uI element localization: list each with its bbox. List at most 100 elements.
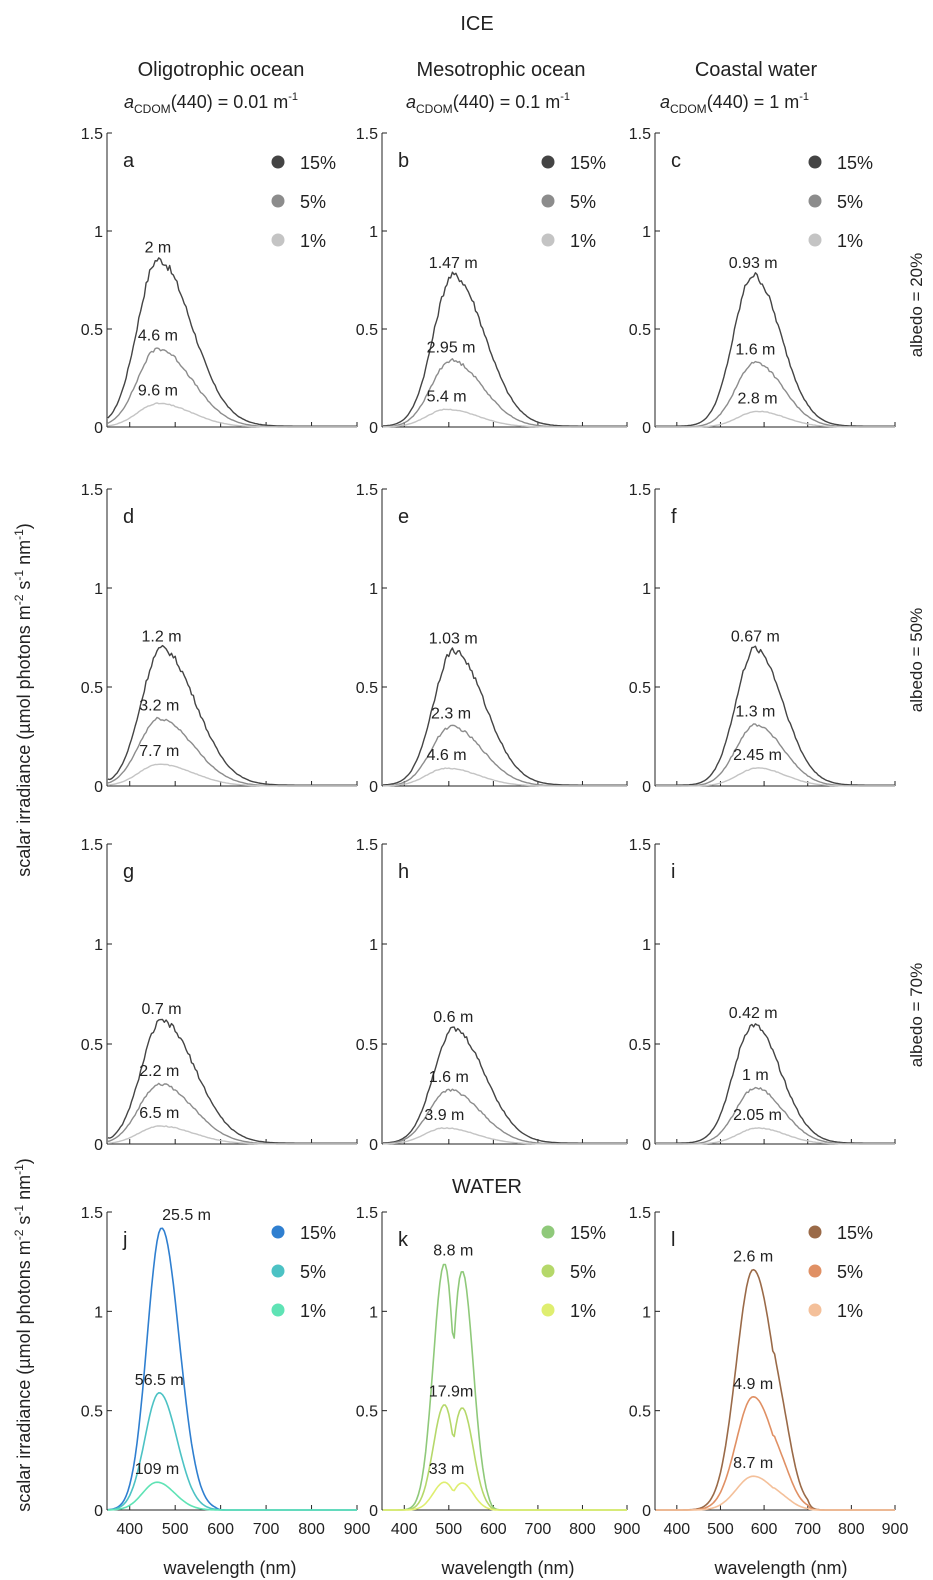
series-line-1pct bbox=[382, 1481, 627, 1511]
column-title-1: Oligotrophic ocean bbox=[138, 59, 305, 81]
legend-marker bbox=[808, 233, 822, 247]
depth-label: 0.6 m bbox=[433, 1009, 473, 1026]
series-line-5pct bbox=[107, 1392, 357, 1511]
panel-f: 0 0.5 1 1.5 f 0.67 m 1.3 m 2.45 m bbox=[629, 482, 896, 796]
y-tick-label: 1 bbox=[369, 1304, 378, 1321]
legend-label: 5% bbox=[837, 1262, 863, 1282]
ylabel-exponent: -2 bbox=[12, 594, 26, 605]
ylabel-exponent: -1 bbox=[12, 529, 26, 540]
legend-label: 5% bbox=[300, 192, 326, 212]
depth-label: 4.9 m bbox=[733, 1376, 773, 1393]
y-tick-label: 0.5 bbox=[629, 1037, 651, 1054]
depth-label: 3.9 m bbox=[424, 1107, 464, 1124]
series-line-1pct bbox=[107, 1481, 357, 1511]
legend-marker bbox=[271, 1264, 285, 1278]
depth-label: 2.3 m bbox=[431, 706, 471, 723]
y-tick-label: 1.5 bbox=[81, 126, 103, 143]
x-axis-label-1: wavelength (nm) bbox=[162, 1558, 296, 1578]
y-tick-label: 1 bbox=[642, 581, 651, 598]
y-tick-label: 0 bbox=[369, 1503, 378, 1520]
depth-label: 2.95 m bbox=[427, 339, 476, 356]
cdom-exponent: -1 bbox=[288, 91, 298, 103]
y-tick-label: 1 bbox=[369, 937, 378, 954]
legend-label: 15% bbox=[300, 1223, 336, 1243]
depth-label: 25.5 m bbox=[162, 1207, 211, 1224]
y-tick-label: 0 bbox=[642, 420, 651, 437]
legend-marker bbox=[541, 194, 555, 208]
series-line-15pct bbox=[655, 272, 895, 427]
series-line-1pct bbox=[382, 767, 627, 787]
legend-label: 1% bbox=[570, 1301, 596, 1321]
ylabel-exponent: -1 bbox=[12, 570, 26, 581]
legend-label: 1% bbox=[837, 1301, 863, 1321]
depth-label: 56.5 m bbox=[135, 1372, 184, 1389]
y-tick-label: 1 bbox=[94, 224, 103, 241]
column-title-3: Coastal water bbox=[695, 59, 818, 81]
x-tick-label: 700 bbox=[794, 1521, 821, 1538]
x-tick-label: 900 bbox=[882, 1521, 909, 1538]
depth-label: 4.6 m bbox=[427, 747, 467, 764]
panel-g: 0 0.5 1 1.5 g 0.7 m 2.2 m 6.5 m bbox=[81, 837, 358, 1154]
depth-label: 2.8 m bbox=[738, 390, 778, 407]
panel-letter: j bbox=[122, 1229, 127, 1251]
cdom-symbol: a bbox=[660, 92, 670, 112]
y-tick-label: 0 bbox=[369, 1137, 378, 1154]
depth-label: 2.45 m bbox=[733, 747, 782, 764]
depth-label: 7.7 m bbox=[139, 743, 179, 760]
depth-label: 6.5 m bbox=[139, 1105, 179, 1122]
series-line-1pct bbox=[107, 1125, 357, 1145]
series-line-15pct bbox=[107, 644, 357, 786]
panel-b: 0 0.5 1 1.5 b 1.47 m 2.95 m 5.4 m 15% 5% 1% bbox=[356, 126, 628, 437]
panel-letter: i bbox=[671, 861, 675, 883]
row-label-albedo-20: albedo = 20% bbox=[907, 253, 926, 357]
panel-l: 0 0.5 1 1.5 400 500 600 700 800 900 l 2.6 m 4.9 m 8.7… bbox=[629, 1205, 909, 1538]
y-tick-label: 0.5 bbox=[629, 322, 651, 339]
y-tick-label: 0 bbox=[642, 779, 651, 796]
x-tick-label: 800 bbox=[298, 1521, 325, 1538]
x-tick-label: 500 bbox=[162, 1521, 189, 1538]
series-line-1pct bbox=[382, 1127, 627, 1145]
y-tick-label: 1.5 bbox=[81, 482, 103, 499]
series-line-15pct bbox=[107, 1018, 357, 1144]
legend-marker bbox=[541, 1225, 555, 1239]
y-tick-label: 0.5 bbox=[81, 680, 103, 697]
legend-marker bbox=[271, 1303, 285, 1317]
panel-letter: b bbox=[398, 150, 409, 172]
y-tick-label: 1 bbox=[369, 581, 378, 598]
series-line-5pct bbox=[655, 1396, 895, 1511]
y-tick-label: 1 bbox=[94, 581, 103, 598]
depth-label: 0.42 m bbox=[729, 1005, 778, 1022]
panel-letter: f bbox=[671, 506, 677, 528]
y-tick-label: 1.5 bbox=[356, 837, 378, 854]
ylabel-part: ) bbox=[14, 1158, 34, 1164]
legend-label: 5% bbox=[300, 1262, 326, 1282]
legend-label: 1% bbox=[300, 1301, 326, 1321]
series-line-15pct bbox=[107, 257, 357, 427]
depth-label: 1.03 m bbox=[429, 630, 478, 647]
x-tick-label: 700 bbox=[525, 1521, 552, 1538]
y-tick-label: 1.5 bbox=[81, 1205, 103, 1222]
ylabel-part: s bbox=[14, 581, 34, 595]
depth-label: 5.4 m bbox=[427, 388, 467, 405]
x-tick-label: 500 bbox=[435, 1521, 462, 1538]
depth-label: 1.3 m bbox=[735, 704, 775, 721]
series-line-5pct bbox=[382, 724, 627, 787]
depth-label: 2 m bbox=[145, 239, 172, 256]
legend-label: 5% bbox=[837, 192, 863, 212]
y-tick-label: 1.5 bbox=[356, 482, 378, 499]
y-axis-label-ice: scalar irradiance (µmol photons m-2 s-1 … bbox=[12, 523, 34, 877]
depth-label: 33 m bbox=[429, 1461, 465, 1478]
x-tick-label: 900 bbox=[614, 1521, 641, 1538]
x-tick-label: 600 bbox=[751, 1521, 778, 1538]
y-tick-label: 1.5 bbox=[356, 126, 378, 143]
legend-label: 1% bbox=[300, 231, 326, 251]
x-tick-label: 400 bbox=[391, 1521, 418, 1538]
series-line-1pct bbox=[107, 402, 357, 428]
ylabel-exponent: -1 bbox=[12, 1164, 26, 1175]
y-tick-label: 0 bbox=[94, 779, 103, 796]
y-tick-label: 0 bbox=[94, 1137, 103, 1154]
x-tick-label: 700 bbox=[253, 1521, 280, 1538]
cdom-subscript: CDOM bbox=[670, 102, 707, 116]
y-tick-label: 1 bbox=[369, 224, 378, 241]
